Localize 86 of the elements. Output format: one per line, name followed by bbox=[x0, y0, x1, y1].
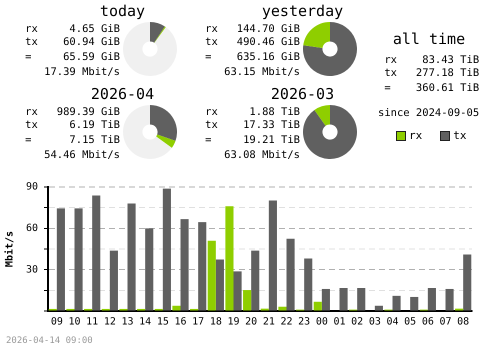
x-tick-label: 20 bbox=[245, 316, 258, 328]
bar bbox=[180, 219, 189, 310]
x-tick-label: 11 bbox=[86, 316, 98, 328]
x-tick-label: 01 bbox=[333, 316, 346, 328]
x-tick-label: 18 bbox=[210, 316, 222, 328]
text: all time bbox=[392, 30, 466, 48]
x-tick-label: 14 bbox=[139, 316, 152, 328]
x-tick-label: 07 bbox=[439, 316, 452, 328]
x-tick-label: 13 bbox=[121, 316, 134, 328]
bar bbox=[145, 228, 154, 310]
text: rx 1.88 TiB bbox=[205, 106, 300, 119]
text: tx 490.46 GiB bbox=[205, 36, 300, 49]
text: = 7.15 TiB bbox=[25, 134, 120, 147]
bar bbox=[268, 200, 277, 310]
bar bbox=[428, 288, 436, 310]
text: rx 83.43 TiB bbox=[383, 54, 480, 67]
text: 17.39 Mbit/s bbox=[43, 66, 120, 79]
bar bbox=[286, 238, 295, 310]
chart-title: today bbox=[98, 2, 146, 20]
x-tick-label: 10 bbox=[68, 316, 81, 328]
x-tick-label: 03 bbox=[368, 316, 381, 328]
bar bbox=[410, 296, 418, 310]
text: 2026-04-14 09:00 bbox=[6, 336, 93, 346]
y-tick-label: 60 bbox=[26, 222, 38, 234]
text: rx 989.39 GiB bbox=[25, 106, 120, 119]
text: 63.15 Mbit/s bbox=[223, 66, 300, 79]
x-tick-label: 08 bbox=[457, 316, 470, 328]
bar bbox=[340, 288, 348, 310]
text: = 360.61 TiB bbox=[383, 82, 480, 95]
x-tick-label: 05 bbox=[404, 316, 416, 328]
text: tx 277.18 TiB bbox=[383, 67, 480, 80]
y-axis-title: Mbit/s bbox=[4, 230, 16, 268]
bar bbox=[110, 250, 118, 310]
x-tick-label: 02 bbox=[351, 316, 364, 328]
bar bbox=[304, 258, 312, 310]
text: tx 6.19 TiB bbox=[25, 119, 120, 132]
text: tx 60.94 GiB bbox=[25, 36, 120, 49]
bar bbox=[251, 250, 260, 310]
x-tick-label: 16 bbox=[174, 316, 187, 328]
bar bbox=[374, 306, 383, 310]
bar bbox=[392, 296, 401, 310]
text: since 2024-09-05 bbox=[378, 107, 480, 120]
bar bbox=[216, 259, 224, 310]
bar bbox=[198, 222, 206, 310]
bar bbox=[463, 254, 472, 310]
bar bbox=[56, 208, 65, 310]
x-tick-label: 17 bbox=[192, 316, 204, 328]
x-tick-label: 04 bbox=[386, 316, 399, 328]
y-tick-label: 30 bbox=[26, 264, 38, 276]
x-tick-label: 15 bbox=[156, 316, 169, 328]
x-tick-label: 22 bbox=[280, 316, 293, 328]
bar bbox=[74, 208, 83, 310]
text: tx 17.33 TiB bbox=[205, 119, 300, 132]
legend-label: tx bbox=[452, 129, 466, 142]
x-tick-label: 23 bbox=[298, 316, 310, 328]
bar bbox=[208, 240, 216, 310]
bar bbox=[225, 206, 234, 310]
text: rx 144.70 GiB bbox=[205, 23, 300, 36]
bar bbox=[92, 196, 100, 310]
x-tick-label: 09 bbox=[50, 316, 63, 328]
x-tick-label: 00 bbox=[316, 316, 328, 328]
y-tick-label: 90 bbox=[26, 182, 38, 193]
x-tick-label: 12 bbox=[104, 316, 116, 328]
text: = 65.59 GiB bbox=[25, 51, 120, 64]
bar bbox=[172, 306, 180, 310]
bar bbox=[278, 306, 286, 310]
bar bbox=[162, 188, 171, 310]
bar bbox=[357, 288, 366, 310]
chart-title: yesterday bbox=[260, 2, 344, 20]
bar bbox=[128, 204, 136, 310]
bar bbox=[322, 288, 330, 310]
x-tick-label: 21 bbox=[262, 316, 275, 328]
legend-label: rx bbox=[408, 129, 422, 142]
text: = 19.21 TiB bbox=[205, 134, 300, 147]
x-tick-label: 06 bbox=[422, 316, 434, 328]
chart-title: 2026-03 bbox=[270, 85, 336, 103]
x-tick-label: 19 bbox=[227, 316, 240, 328]
bar bbox=[314, 302, 322, 310]
bar bbox=[243, 290, 252, 310]
bar bbox=[234, 271, 242, 310]
bar bbox=[446, 288, 454, 310]
text: rx 4.65 GiB bbox=[25, 23, 120, 36]
text: 54.46 Mbit/s bbox=[43, 149, 120, 162]
text: = 635.16 GiB bbox=[205, 51, 300, 64]
chart-title: 2026-04 bbox=[90, 85, 156, 103]
text: 63.08 Mbit/s bbox=[223, 149, 300, 162]
